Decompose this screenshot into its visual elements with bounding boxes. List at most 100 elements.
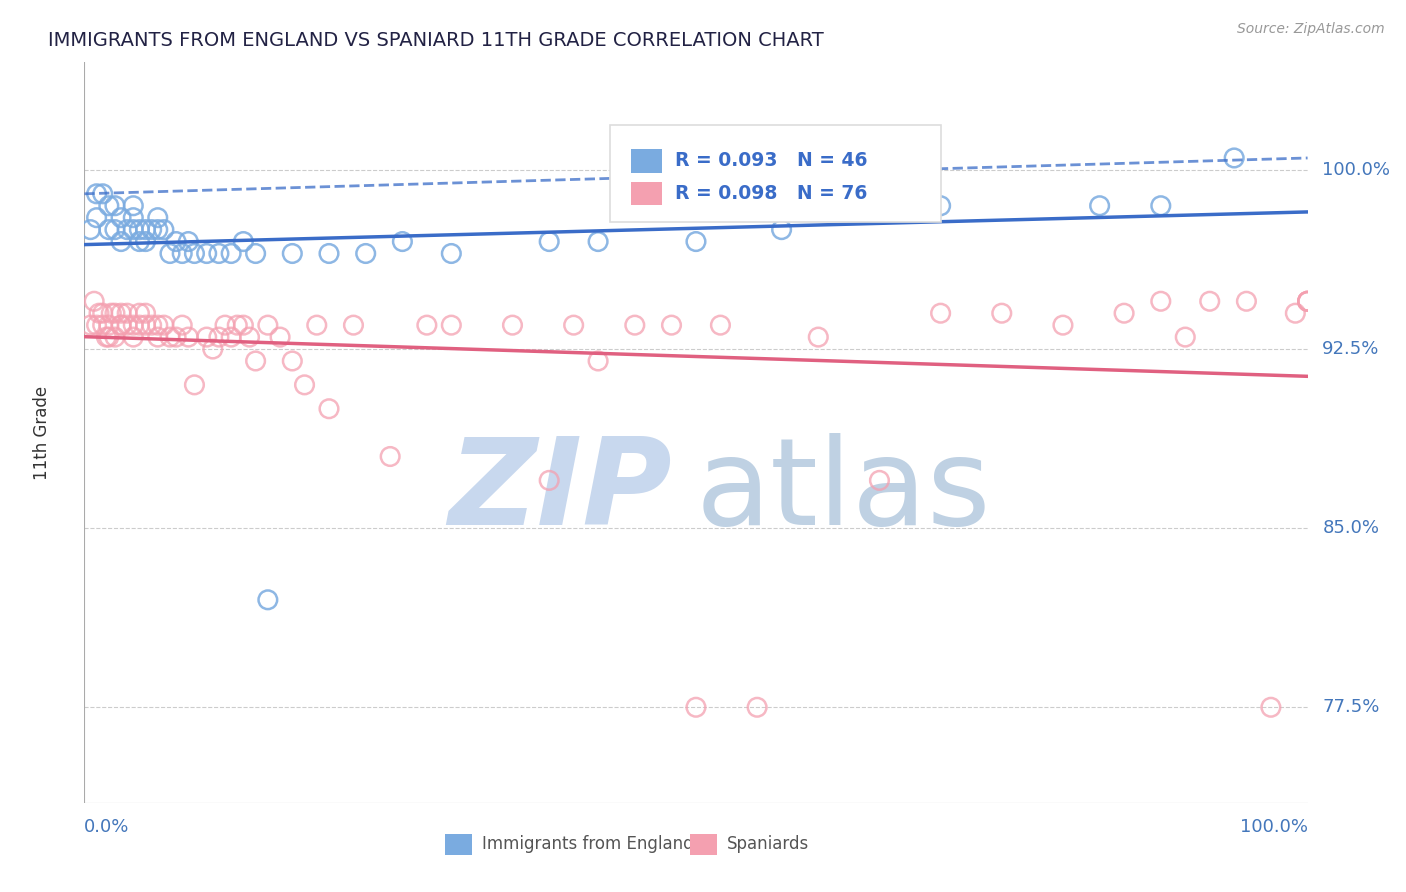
Point (146, 211, 169, 225)
Point (141, 318, 163, 333)
Point (770, 222, 793, 236)
Point (269, 330, 291, 344)
FancyBboxPatch shape (690, 834, 717, 855)
Point (1223, 151, 1246, 165)
Text: 85.0%: 85.0% (1322, 519, 1379, 537)
Point (128, 318, 150, 333)
Point (991, 306, 1014, 320)
FancyBboxPatch shape (610, 126, 941, 221)
Point (146, 222, 169, 236)
Point (1296, 294, 1319, 309)
Point (391, 235, 413, 249)
Text: 100.0%: 100.0% (1322, 161, 1391, 179)
Point (1088, 199, 1111, 213)
Text: ZIP: ZIP (447, 434, 672, 550)
Point (122, 211, 145, 225)
Point (96, 330, 118, 344)
Point (219, 246, 242, 260)
Point (318, 246, 340, 260)
Point (195, 246, 218, 260)
Text: Immigrants from England: Immigrants from England (482, 835, 693, 854)
Point (177, 235, 200, 249)
Point (153, 222, 176, 236)
Point (354, 246, 377, 260)
Point (257, 318, 280, 333)
Point (104, 222, 127, 236)
Text: IMMIGRANTS FROM ENGLAND VS SPANIARD 11TH GRADE CORRELATION CHART: IMMIGRANTS FROM ENGLAND VS SPANIARD 11TH… (48, 30, 824, 50)
Point (104, 199, 127, 213)
Text: R = 0.098   N = 76: R = 0.098 N = 76 (675, 184, 868, 203)
Point (128, 222, 150, 236)
Point (97, 330, 120, 344)
Point (238, 330, 260, 344)
Point (281, 246, 304, 260)
Point (416, 318, 439, 333)
Point (97, 222, 120, 236)
Point (1150, 199, 1173, 213)
Point (183, 377, 205, 392)
Point (219, 330, 242, 344)
Point (1296, 294, 1319, 309)
Point (281, 354, 304, 368)
Text: 77.5%: 77.5% (1322, 698, 1379, 716)
Point (226, 318, 249, 333)
Point (128, 306, 150, 320)
Point (100, 306, 122, 320)
Point (79, 318, 101, 333)
Point (685, 700, 707, 714)
Point (245, 246, 267, 260)
Point (1114, 306, 1136, 320)
Point (110, 211, 132, 225)
Text: 11th Grade: 11th Grade (32, 385, 51, 480)
Text: R = 0.093   N = 46: R = 0.093 N = 46 (675, 152, 868, 170)
Point (1150, 294, 1173, 309)
Point (153, 318, 176, 333)
Point (146, 318, 169, 333)
Point (747, 700, 769, 714)
Point (232, 235, 254, 249)
Point (342, 318, 364, 333)
Point (624, 318, 647, 333)
Point (79, 222, 101, 236)
Point (1198, 294, 1220, 309)
Point (929, 199, 952, 213)
Point (245, 354, 267, 368)
Point (110, 306, 132, 320)
Point (122, 199, 145, 213)
Text: 100.0%: 100.0% (1240, 818, 1308, 836)
Point (172, 318, 194, 333)
Point (257, 592, 280, 607)
Text: atlas: atlas (696, 434, 991, 550)
Point (122, 222, 145, 236)
Point (115, 222, 138, 236)
Point (195, 330, 218, 344)
Point (208, 246, 231, 260)
Point (1052, 318, 1074, 333)
Point (208, 330, 231, 344)
Point (159, 246, 181, 260)
Point (214, 318, 236, 333)
Point (201, 342, 224, 356)
FancyBboxPatch shape (631, 182, 662, 205)
Point (110, 318, 132, 333)
Point (586, 235, 609, 249)
Point (869, 474, 891, 488)
Text: 0.0%: 0.0% (84, 818, 129, 836)
Point (86, 211, 108, 225)
Point (294, 377, 316, 392)
Point (1260, 700, 1282, 714)
Point (135, 235, 157, 249)
Point (91, 186, 114, 201)
FancyBboxPatch shape (446, 834, 472, 855)
Point (91, 306, 114, 320)
Point (929, 306, 952, 320)
Point (91, 318, 114, 333)
Point (807, 330, 830, 344)
Point (110, 318, 132, 333)
Point (586, 354, 609, 368)
Point (440, 246, 463, 260)
Point (86, 186, 108, 201)
Point (165, 235, 187, 249)
Point (562, 318, 585, 333)
Point (135, 318, 157, 333)
